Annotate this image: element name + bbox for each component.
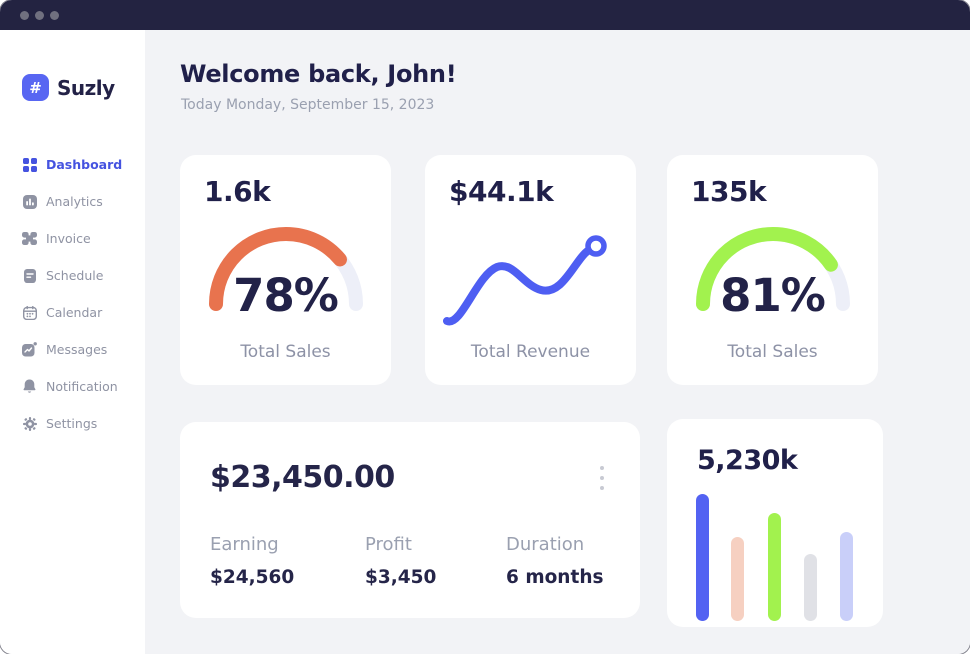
sidebar-item-settings[interactable]: Settings (0, 405, 145, 442)
sidebar-item-label: Dashboard (46, 157, 123, 172)
kebab-dot (600, 466, 604, 470)
page-title: Welcome back, John! (180, 60, 457, 88)
column-label: Earning (210, 534, 279, 555)
column-value: 6 months (506, 567, 604, 588)
card-stat: 1.6k (204, 175, 271, 208)
kebab-dot (600, 476, 604, 480)
earnings-summary-card: $23,450.00 Earning $24,560 Profit $3,450… (180, 422, 640, 618)
card-label: Total Sales (727, 342, 818, 362)
bar (804, 554, 817, 621)
sidebar: # Suzly Dashboard Analytics Invoice (0, 30, 145, 654)
sidebar-item-label: Notification (46, 379, 118, 394)
gauge-chart (208, 227, 363, 311)
gauge-chart (695, 227, 850, 311)
card-stat: 135k (691, 175, 767, 208)
messages-icon (22, 342, 37, 357)
app-logo[interactable]: # Suzly (22, 74, 115, 101)
notification-icon (22, 379, 37, 394)
more-options-button[interactable] (594, 464, 610, 492)
main-content: Welcome back, John! Today Monday, Septem… (145, 30, 970, 654)
sidebar-item-label: Messages (46, 342, 108, 357)
bar (840, 532, 853, 621)
sidebar-item-label: Settings (46, 416, 98, 431)
total-amount: $23,450.00 (210, 460, 395, 495)
total-revenue-line-card: $44.1k Total Revenue (425, 155, 636, 385)
total-sales-gauge-card-green: 135k 81% Total Sales (667, 155, 878, 385)
calendar-icon (22, 305, 37, 320)
column-value: $24,560 (210, 567, 295, 588)
profit-column: Profit $3,450 (365, 534, 436, 588)
sidebar-item-label: Schedule (46, 268, 104, 283)
bar (731, 537, 744, 621)
sidebar-item-notification[interactable]: Notification (0, 368, 145, 405)
sidebar-item-label: Calendar (46, 305, 103, 320)
bar-chart-card: 5,230k (667, 419, 883, 627)
window-titlebar (0, 0, 970, 30)
sidebar-item-label: Analytics (46, 194, 103, 209)
logo-text: Suzly (57, 75, 115, 100)
sidebar-nav: Dashboard Analytics Invoice Schedule (0, 146, 145, 442)
sidebar-item-analytics[interactable]: Analytics (0, 183, 145, 220)
sidebar-item-schedule[interactable]: Schedule (0, 257, 145, 294)
dashboard-icon (22, 157, 37, 172)
gauge-percent: 78% (233, 269, 339, 322)
sidebar-item-dashboard[interactable]: Dashboard (0, 146, 145, 183)
line-chart (443, 235, 607, 326)
sidebar-item-label: Invoice (46, 231, 91, 246)
invoice-icon (22, 231, 37, 246)
schedule-icon (22, 268, 37, 283)
duration-column: Duration 6 months (506, 534, 604, 588)
sidebar-item-messages[interactable]: Messages (0, 331, 145, 368)
earning-column: Earning $24,560 (210, 534, 294, 588)
line-endpoint-marker (585, 235, 607, 257)
logo-hash-icon: # (22, 74, 49, 101)
card-label: Total Sales (240, 342, 331, 362)
card-label: Total Revenue (470, 342, 591, 362)
page-date: Today Monday, September 15, 2023 (181, 97, 435, 113)
kebab-dot (600, 486, 604, 490)
bar (696, 494, 709, 621)
column-label: Profit (365, 534, 412, 555)
sidebar-item-calendar[interactable]: Calendar (0, 294, 145, 331)
column-label: Duration (506, 534, 585, 555)
bar (768, 513, 781, 621)
card-stat: $44.1k (449, 175, 554, 208)
window-control-dot[interactable] (35, 10, 44, 20)
window-control-dot[interactable] (20, 10, 29, 20)
gauge-percent: 81% (720, 269, 826, 322)
total-sales-gauge-card: 1.6k 78% Total Sales (180, 155, 391, 385)
window-control-dot[interactable] (50, 10, 59, 20)
analytics-icon (22, 194, 37, 209)
bar-chart (667, 419, 883, 627)
card-stat: 5,230k (697, 445, 798, 476)
settings-gear-icon (22, 416, 37, 431)
column-value: $3,450 (365, 567, 437, 588)
sidebar-item-invoice[interactable]: Invoice (0, 220, 145, 257)
